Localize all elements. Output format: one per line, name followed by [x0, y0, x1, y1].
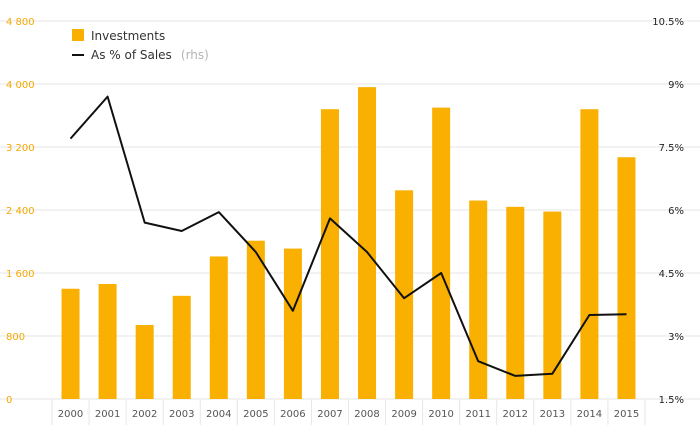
left-tick-label: 3 200: [6, 143, 35, 154]
legend-label-pct-text: As % of Sales: [91, 48, 172, 62]
bar-2001: [98, 284, 117, 399]
x-tick-label: 2000: [58, 409, 83, 420]
bar-2007: [320, 109, 339, 399]
left-tick-label: 4 800: [6, 17, 35, 28]
x-tick-label: 2015: [614, 409, 639, 420]
bar-2015: [617, 157, 636, 399]
line-series-pct-of-sales: [69, 95, 627, 377]
right-tick-label: 6%: [668, 206, 684, 217]
legend-label-pct-of-sales: As % of Sales (rhs): [91, 44, 209, 63]
bar-2010: [432, 107, 451, 399]
right-tick-label: 9%: [668, 80, 684, 91]
x-tick-label: 2008: [354, 409, 379, 420]
x-tick-label: 2012: [503, 409, 528, 420]
x-tick-label: 2004: [206, 409, 231, 420]
bar-2004: [209, 256, 228, 399]
bar-2009: [395, 190, 414, 399]
x-tick-label: 2006: [280, 409, 305, 420]
right-tick-label: 3%: [668, 332, 684, 343]
bar-2011: [469, 200, 488, 399]
x-tick-label: 2010: [428, 409, 453, 420]
bar-2013: [543, 211, 562, 399]
right-tick-label: 10.5%: [652, 17, 684, 28]
left-tick-label: 0: [6, 395, 12, 406]
bar-2006: [283, 248, 302, 399]
left-tick-label: 2 400: [6, 206, 35, 217]
x-axis: 2000 2001 2002 2003 2004 2005 2006 2007 2008 2009…: [58, 409, 639, 420]
bar-2012: [506, 206, 525, 399]
legend-label-investments: Investments: [91, 29, 165, 43]
right-tick-label: 7.5%: [659, 143, 684, 154]
right-tick-label: 1.5%: [659, 395, 684, 406]
legend-swatch-investments: [72, 29, 84, 41]
x-tick-label: 2001: [95, 409, 120, 420]
x-tick-label: 2005: [243, 409, 268, 420]
x-tick-label: 2013: [540, 409, 565, 420]
right-tick-label: 4.5%: [659, 269, 684, 280]
left-axis: 0 800 1 600 2 400 3 200 4 000 4 800: [6, 17, 35, 406]
left-tick-label: 1 600: [6, 269, 35, 280]
bar-series-investments: [61, 87, 636, 400]
x-tick-label: 2003: [169, 409, 194, 420]
x-tick-label: 2011: [465, 409, 490, 420]
right-axis: 1.5% 3% 4.5% 6% 7.5% 9% 10.5%: [652, 17, 684, 406]
bar-2005: [246, 240, 265, 399]
legend: Investments As % of Sales (rhs): [72, 29, 209, 63]
left-tick-label: 800: [6, 332, 25, 343]
legend-label-rhs-note: (rhs): [181, 48, 209, 62]
bar-2014: [580, 109, 599, 399]
bar-2000: [61, 288, 80, 399]
bar-2008: [358, 87, 377, 400]
x-tick-label: 2002: [132, 409, 157, 420]
bar-2003: [172, 295, 191, 399]
line-pct-of-sales: [69, 95, 627, 377]
bar-2002: [135, 324, 154, 399]
x-tick-label: 2009: [391, 409, 416, 420]
left-tick-label: 4 000: [6, 80, 35, 91]
x-tick-label: 2007: [317, 409, 342, 420]
gridlines: [0, 20, 700, 425]
x-tick-label: 2014: [577, 409, 602, 420]
